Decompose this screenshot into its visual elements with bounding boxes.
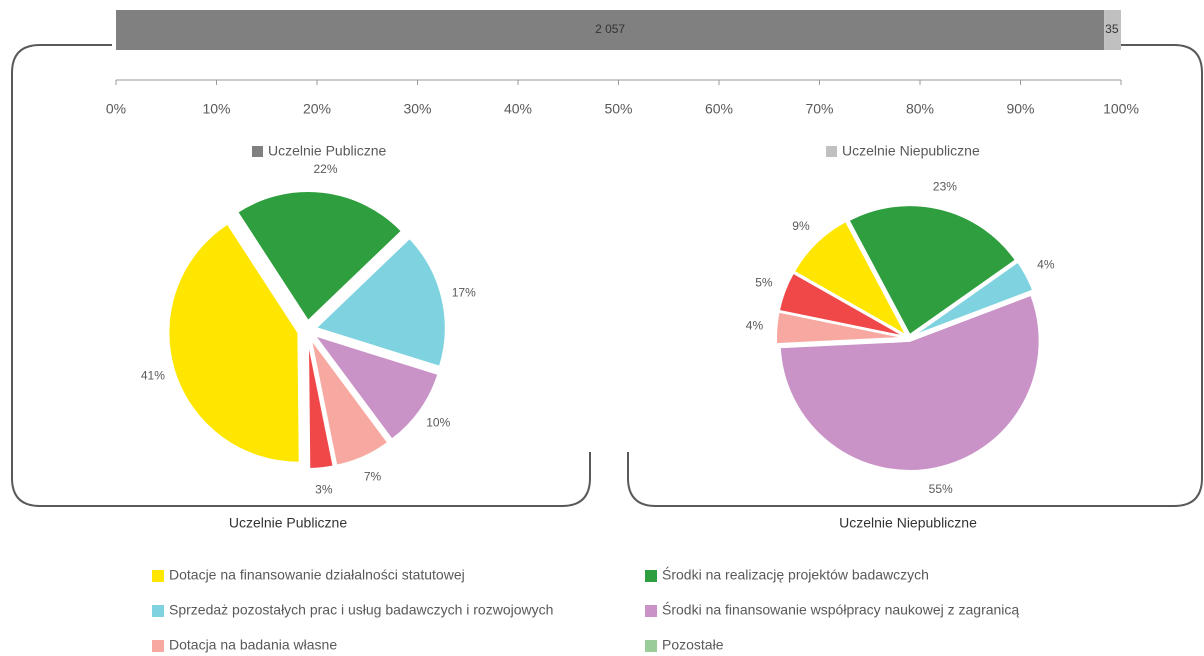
x-tick-label: 70% [805, 101, 833, 117]
legend-label: Dotacja na badania własne [169, 637, 337, 653]
pie-slice [847, 204, 1018, 337]
x-tick-label: 60% [705, 101, 733, 117]
pie-slice [309, 337, 390, 467]
data-label: 4% [1037, 257, 1055, 271]
data-label: 2 057 [595, 22, 625, 36]
x-tick-label: 10% [202, 101, 230, 117]
legend-swatch [152, 640, 164, 652]
data-label: 7% [364, 469, 382, 483]
legend-label: Dotacje na finansowanie działalności sta… [169, 567, 465, 583]
legend-label: Pozostałe [662, 637, 724, 653]
x-tick-label: 40% [504, 101, 532, 117]
legend-label: Uczelnie Niepubliczne [842, 143, 980, 159]
pie-slice [777, 271, 907, 338]
pie-slice [311, 333, 440, 441]
bar-segment [116, 10, 1105, 50]
legend-swatch [645, 640, 657, 652]
data-label: 4% [746, 318, 764, 332]
pie-slice [306, 338, 335, 470]
pie-slice [167, 222, 301, 464]
pie-title: Uczelnie Publiczne [229, 515, 347, 531]
legend-label: Uczelnie Publiczne [268, 143, 386, 159]
data-label: 17% [452, 285, 476, 299]
x-tick-label: 80% [906, 101, 934, 117]
data-label: 10% [426, 415, 450, 429]
pie-slice [778, 293, 1041, 472]
legend-label: Środki na finansowanie współpracy naukow… [662, 601, 1019, 618]
legend-swatch [645, 570, 657, 582]
x-tick-label: 100% [1103, 101, 1139, 117]
data-label: 5% [755, 276, 773, 290]
legend-swatch [645, 605, 657, 617]
data-label: 23% [933, 179, 957, 193]
data-label: 55% [929, 482, 953, 496]
pie-slice [313, 236, 447, 369]
legend-label: Sprzedaż pozostałych prac i usług badawc… [169, 602, 553, 618]
pie-slice [235, 190, 404, 323]
bar-segment [1104, 10, 1121, 50]
data-label: 9% [792, 219, 810, 233]
data-label: 35 [1105, 22, 1119, 36]
x-tick-label: 30% [403, 101, 431, 117]
x-tick-label: 50% [604, 101, 632, 117]
pie-slice [911, 260, 1035, 338]
legend-swatch [152, 570, 164, 582]
data-label: 41% [141, 369, 165, 383]
data-label: 22% [313, 162, 337, 176]
data-label: 3% [315, 482, 333, 496]
x-tick-label: 90% [1006, 101, 1034, 117]
pie-title: Uczelnie Niepubliczne [839, 515, 977, 531]
frame [627, 44, 1203, 507]
frame [11, 44, 591, 507]
legend-label: Środki na realizację projektów badawczyc… [662, 566, 929, 583]
x-tick-label: 0% [106, 101, 126, 117]
legend-swatch [252, 146, 263, 157]
legend-swatch [826, 146, 837, 157]
x-tick-label: 20% [303, 101, 331, 117]
legend-swatch [152, 605, 164, 617]
pie-slice [792, 219, 910, 339]
